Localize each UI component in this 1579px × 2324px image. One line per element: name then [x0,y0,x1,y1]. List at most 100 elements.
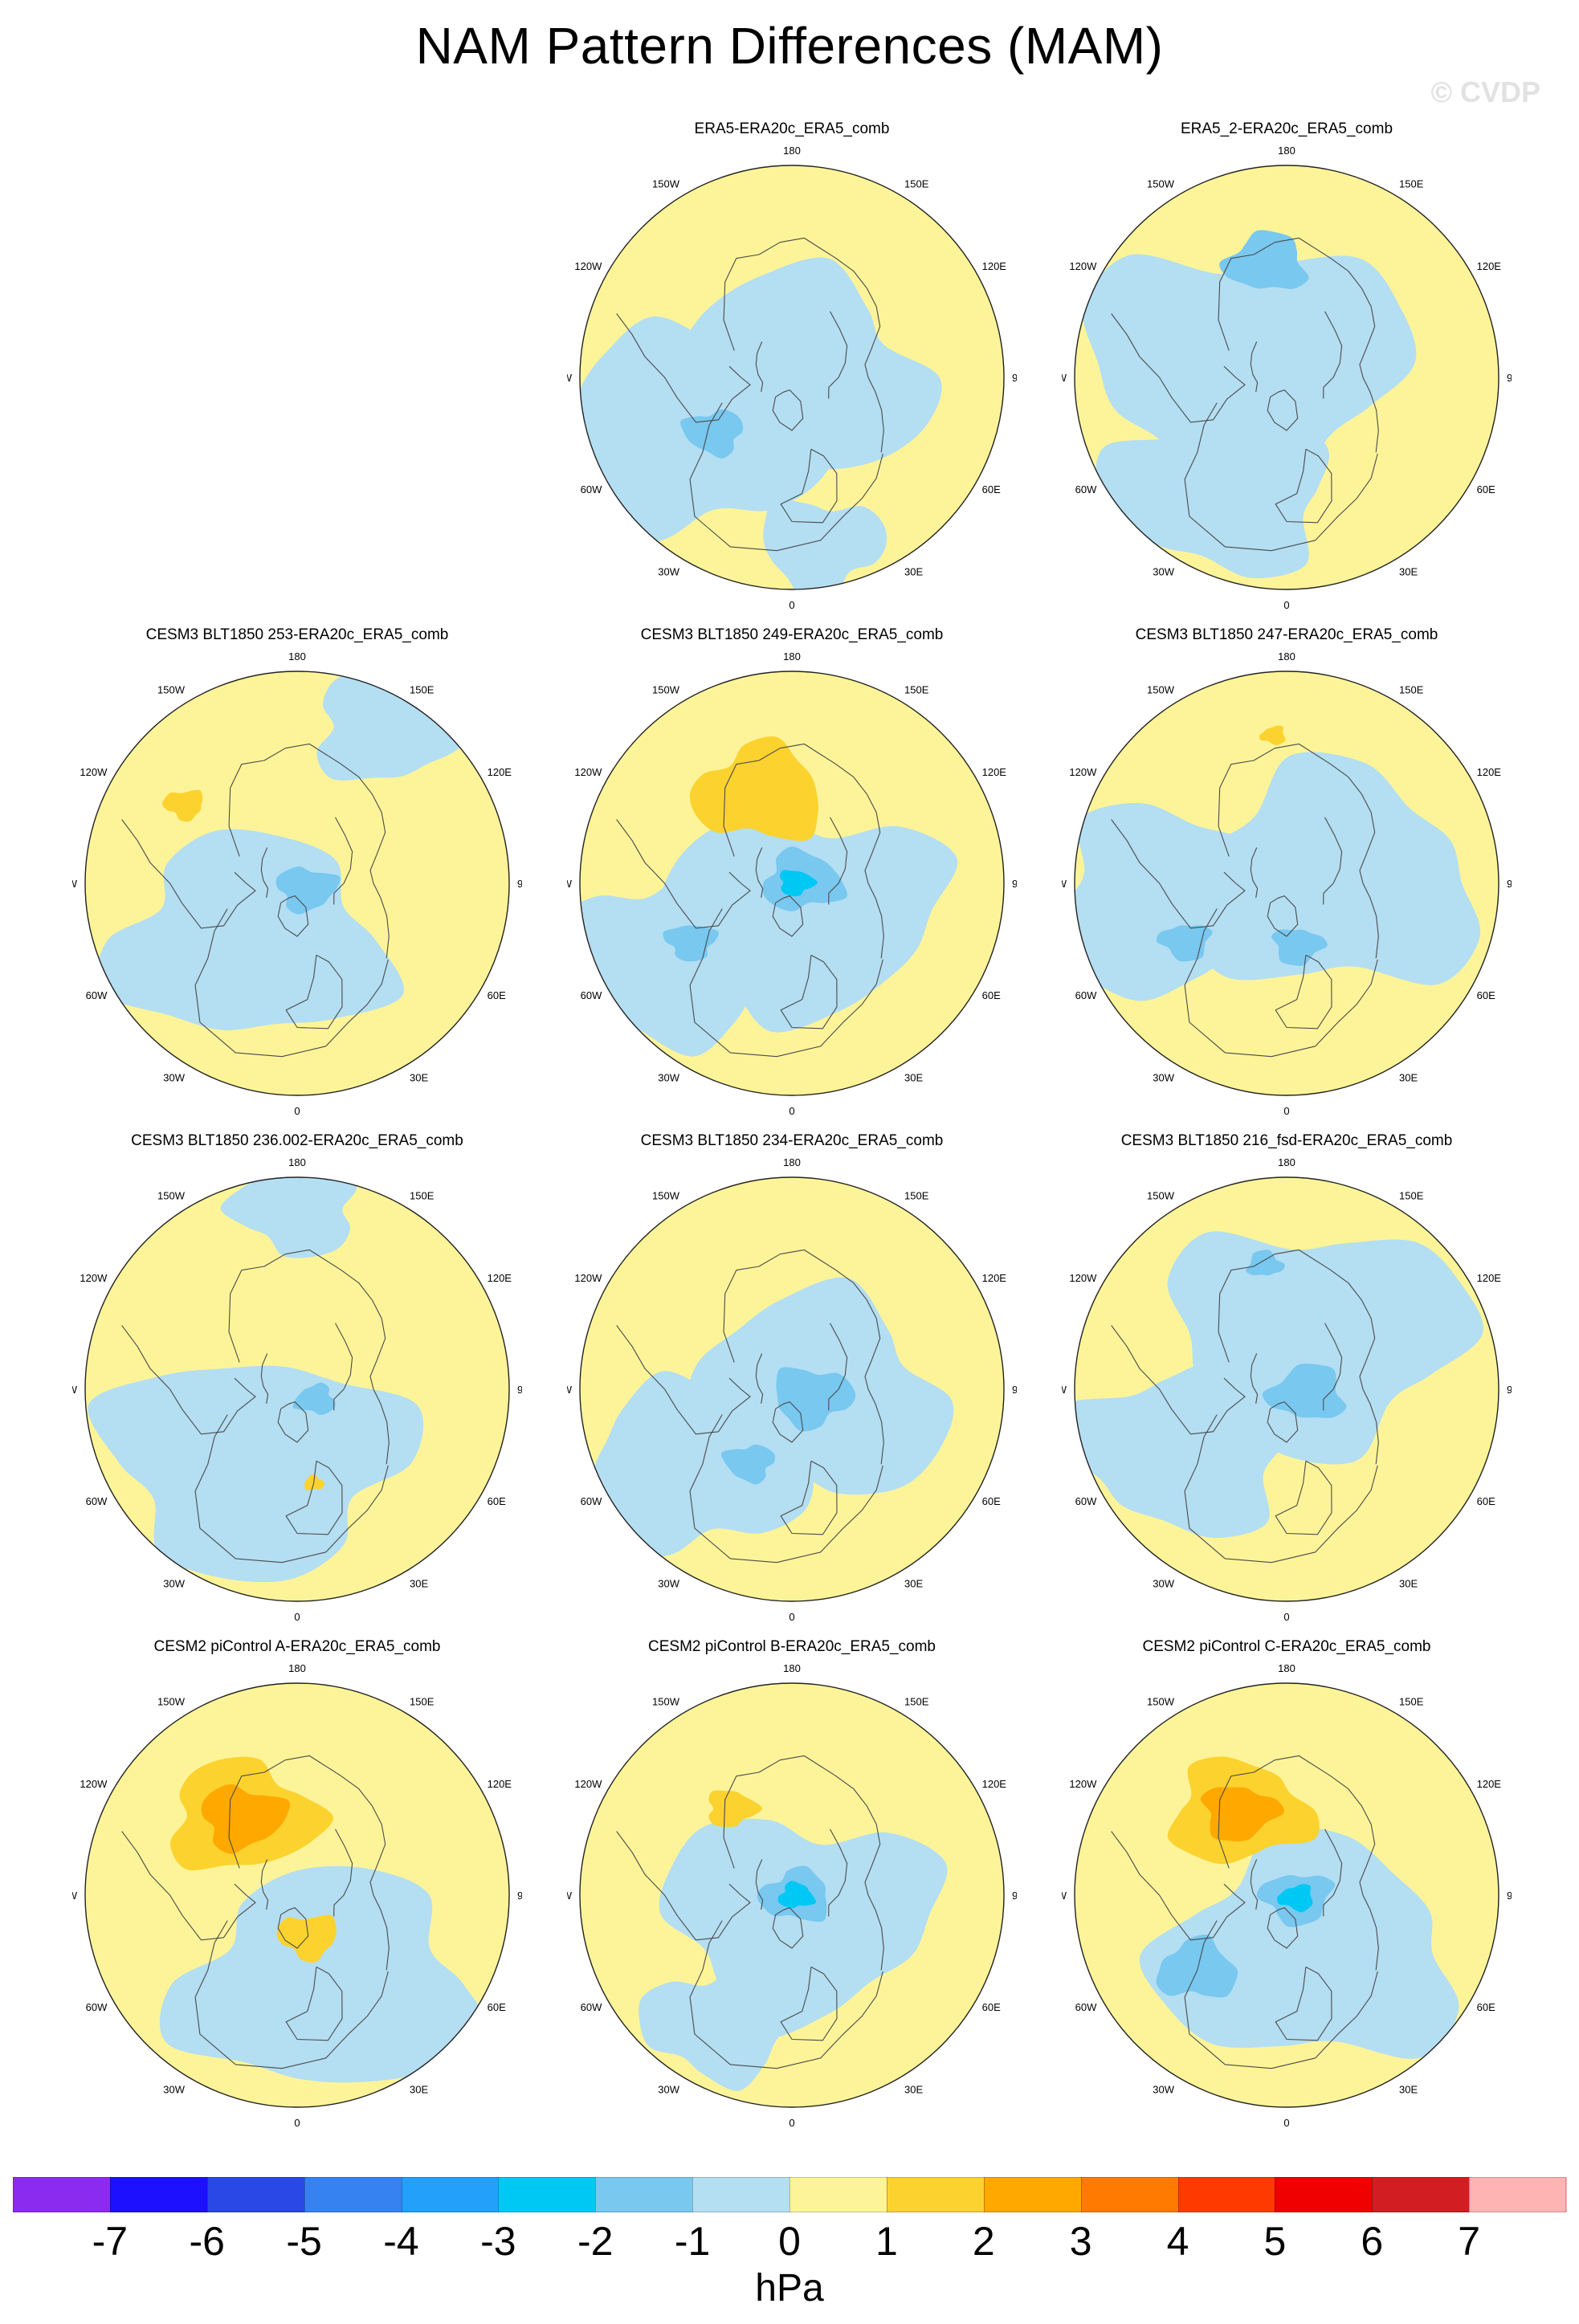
longitude-label: 90W [1062,372,1067,384]
longitude-label: 90W [1062,1890,1067,1902]
map-border [579,1176,1005,1602]
coastline [194,908,389,1058]
longitude-label: 90E [517,878,522,890]
longitude-label: 150E [1399,177,1424,190]
longitude-label: 60E [488,1495,506,1507]
panel-title: CESM2 piControl C-ERA20c_ERA5_comb [1142,1638,1431,1655]
longitude-label: 60E [982,483,1001,495]
map-panel: CESM3 BLT1850 216_fsd-ERA20c_ERA5_comb 18… [1062,1132,1512,1630]
coastline [780,1460,838,1535]
longitude-label: 180 [1278,145,1295,157]
coastline [723,237,884,453]
coastline [228,743,390,959]
anomaly-region [763,499,887,589]
longitude-label: 90E [1012,878,1017,890]
anomaly-region [708,1790,762,1828]
coastline [689,1414,883,1564]
colorbar-segment [692,2177,790,2212]
longitude-label: 120W [1069,260,1097,272]
longitude-label: 180 [288,1156,306,1168]
coastline [1275,954,1332,1029]
colorbar-divider [206,2177,208,2212]
colorbar-tick-label: 6 [1361,2219,1384,2264]
longitude-label: 90W [72,1890,78,1902]
longitude-label: 60W [1075,1495,1097,1507]
longitude-label: 60E [982,2001,1001,2013]
panel-title: ERA5_2-ERA20c_ERA5_comb [1180,120,1393,137]
coastline [755,847,764,898]
coastline [121,1831,256,1941]
longitude-label: 90E [1012,372,1017,384]
colorbar-tick-label: 7 [1458,2219,1481,2264]
polar-map: 180 0 90W 90E 150W 120W 150E 120E 60W 30W 60E 30E [1062,650,1512,1116]
map-border [1074,165,1499,590]
colorbar-tick-label: -5 [286,2219,322,2264]
coastline [828,817,848,905]
anomaly-region [1219,230,1309,289]
coastline [1275,448,1332,524]
longitude-label: 90E [1507,372,1512,384]
longitude-label: 30W [1153,566,1174,578]
anomaly-region [1075,802,1315,1001]
longitude-label: 90E [1507,1890,1512,1902]
anomaly-region [316,671,480,781]
longitude-label: 180 [783,1662,801,1674]
map-border [84,1682,510,2108]
longitude-label: 180 [783,650,801,663]
longitude-label: 0 [1283,1105,1289,1116]
panel-title: CESM3 BLT1850 234-ERA20c_ERA5_comb [640,1132,944,1149]
coastline [772,1401,804,1443]
anomaly-region [1262,1364,1347,1418]
coastline [1267,389,1299,431]
coastline [755,1353,764,1404]
longitude-label: 150E [1399,683,1424,695]
coastline [277,895,309,937]
coastline [194,1414,389,1564]
anomaly-region [1259,725,1286,746]
polar-map: 180 0 90W 90E 150W 120W 150E 120E 60W 30W 60E 30E [1062,1156,1512,1622]
panel-title: ERA5-ERA20c_ERA5_comb [694,120,890,137]
longitude-label: 60W [1075,989,1097,1001]
longitude-label: 120W [80,1778,108,1790]
colorbar-segment [304,2177,402,2212]
longitude-label: 30W [1153,1072,1174,1084]
longitude-label: 60E [1477,1495,1495,1507]
longitude-label: 60W [581,989,602,1001]
longitude-label: 150E [410,1695,435,1707]
longitude-label: 30W [658,1578,679,1590]
coastline [1184,908,1378,1058]
longitude-label: 120E [488,1272,512,1284]
map-border [84,671,510,1096]
longitude-label: 90W [567,372,573,384]
colorbar-segment [1275,2177,1373,2212]
longitude-label: 150W [652,1695,680,1707]
anomaly-region [777,1881,816,1909]
longitude-label: 60W [86,2001,108,2013]
longitude-label: 120E [1477,1272,1502,1284]
longitude-label: 180 [783,145,801,157]
colorbar-tick-label: 0 [778,2219,801,2264]
coastline [1184,402,1378,552]
anomaly-region [776,1367,856,1432]
longitude-label: 150W [1147,683,1175,695]
map-panel: CESM3 BLT1850 249-ERA20c_ERA5_comb 180 0 90… [567,626,1017,1124]
longitude-label: 120E [982,1272,1007,1284]
longitude-label: 90E [1012,1890,1017,1902]
longitude-label: 0 [294,1105,300,1116]
coastline [780,1966,838,2041]
colorbar-segment [401,2177,499,2212]
map-border [579,671,1005,1096]
longitude-label: 150W [157,1695,186,1707]
longitude-label: 0 [1283,2117,1289,2128]
coastline [285,1460,343,1535]
longitude-label: 150E [410,1189,435,1201]
coastline [828,1829,848,1917]
panel-title: CESM2 piControl B-ERA20c_ERA5_comb [648,1638,936,1655]
longitude-label: 120E [1477,766,1502,778]
anomaly-region [220,1177,357,1258]
colorbar-tick-label: 2 [972,2219,995,2264]
colorbar-segment [886,2177,985,2212]
longitude-label: 60W [1075,483,1097,495]
map-panel: ERA5-ERA20c_ERA5_comb180090W90E150W120W1… [567,120,1017,618]
longitude-label: 120E [1477,260,1502,272]
